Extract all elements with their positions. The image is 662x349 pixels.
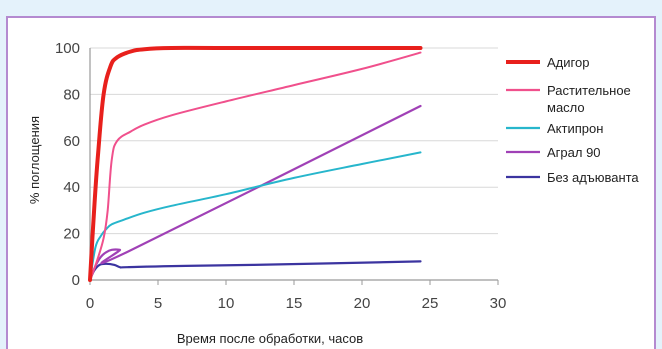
series-line	[88, 104, 422, 282]
y-tick-label: 40	[63, 179, 80, 196]
x-tick-label: 20	[354, 295, 371, 312]
x-tick-label: 10	[218, 295, 235, 312]
series-lines	[88, 45, 423, 282]
y-tick-label: 80	[63, 86, 80, 103]
series-line	[89, 51, 422, 281]
x-tick-label: 0	[86, 295, 94, 312]
legend-label: Без адъюванта	[547, 170, 639, 185]
chart-frame	[6, 16, 656, 349]
x-tick-label: 25	[422, 295, 439, 312]
y-tick-label: 20	[63, 226, 80, 243]
x-tick-label: 5	[154, 295, 162, 312]
legend-label: масло	[547, 100, 585, 115]
legend-label: Адигор	[547, 55, 589, 70]
series-line	[88, 45, 423, 282]
legend: Адигор Растительное масло Актипрон Аграл 90 Б…	[506, 55, 639, 185]
legend-label: Растительное	[547, 83, 631, 98]
y-axis-title: % поглощения	[27, 116, 42, 204]
y-tick-label: 0	[72, 272, 80, 289]
x-tick-label: 30	[490, 295, 507, 312]
grid-lines	[90, 47, 498, 235]
series-line	[88, 260, 422, 282]
y-tick-label: 100	[55, 40, 80, 57]
tick-labels: 0 20 40 60 80 100 0 5 10 15 20 25 30	[55, 40, 506, 312]
legend-label: Аграл 90	[547, 145, 601, 160]
legend-label: Актипрон	[547, 121, 603, 136]
series-line	[89, 151, 422, 281]
x-axis-title: Время после обработки, часов	[177, 331, 363, 346]
y-tick-label: 60	[63, 133, 80, 150]
x-tick-label: 15	[286, 295, 303, 312]
axes	[89, 48, 499, 285]
